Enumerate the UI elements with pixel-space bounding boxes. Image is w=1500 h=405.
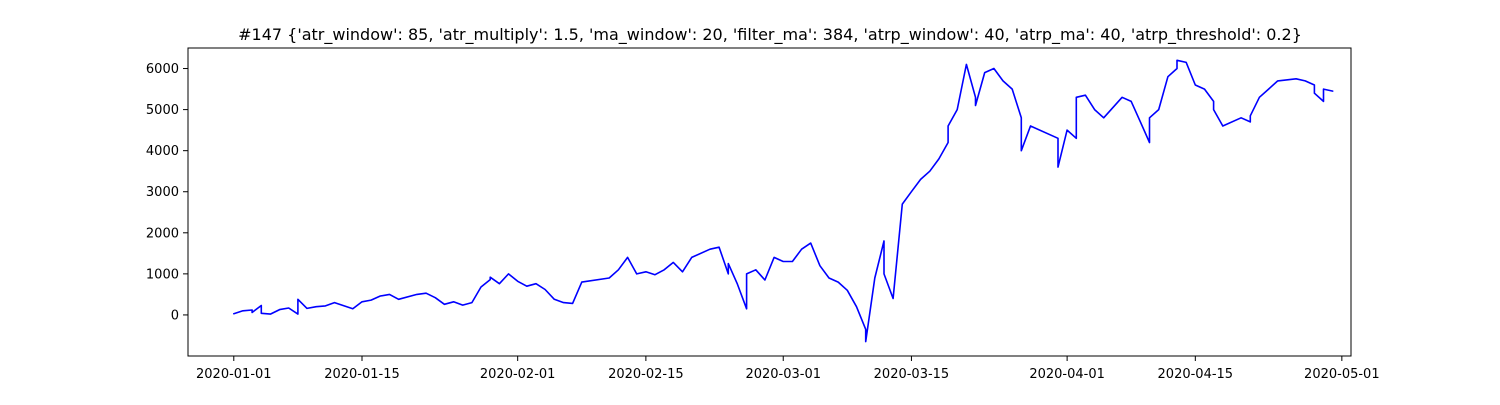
series-layer [233, 59, 1334, 343]
plot-area-frame [187, 47, 1352, 357]
x-tick-label: 2020-02-15 [608, 367, 684, 382]
y-tick-label: 4000 [146, 144, 179, 159]
x-tick-label: 2020-03-15 [874, 367, 950, 382]
y-tick-label: 1000 [146, 267, 179, 282]
x-tick-label: 2020-04-01 [1029, 367, 1105, 382]
y-axis: 0 1000 2000 3000 4000 5000 6000 [146, 62, 188, 323]
y-tick-label: 6000 [146, 62, 179, 77]
x-tick-label: 2020-02-01 [480, 367, 556, 382]
x-tick-label: 2020-01-01 [196, 367, 272, 382]
x-tick-label: 2020-03-01 [745, 367, 821, 382]
y-tick-label: 5000 [146, 103, 179, 118]
y-tick-label: 0 [171, 308, 179, 323]
y-tick-label: 2000 [146, 226, 179, 241]
y-tick-label: 3000 [146, 185, 179, 200]
chart-title: #147 {'atr_window': 85, 'atr_multiply': … [238, 25, 1302, 45]
x-axis: 2020-01-01 2020-01-15 2020-02-01 2020-02-15… [196, 356, 1380, 382]
x-tick-label: 2020-05-01 [1304, 367, 1380, 382]
x-tick-label: 2020-04-15 [1158, 367, 1234, 382]
x-tick-label: 2020-01-15 [324, 367, 400, 382]
series-line [233, 59, 1334, 343]
